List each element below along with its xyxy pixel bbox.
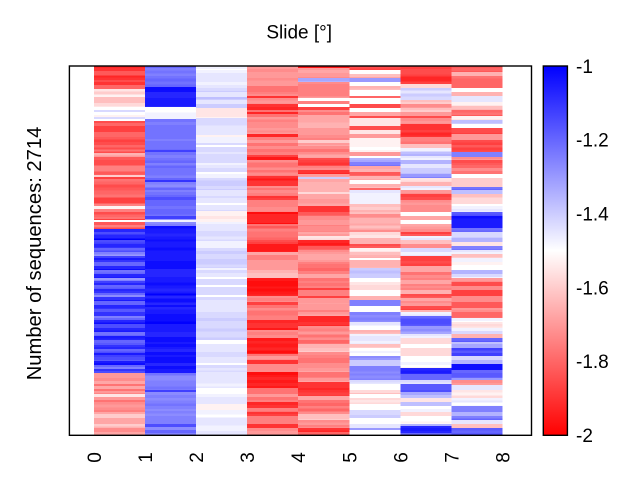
- svg-text:-1.6: -1.6: [576, 278, 609, 299]
- svg-text:0: 0: [85, 452, 106, 463]
- svg-text:5: 5: [340, 452, 361, 463]
- svg-text:Slide [°]: Slide [°]: [266, 22, 332, 43]
- svg-text:-1.8: -1.8: [576, 352, 609, 373]
- svg-text:3: 3: [238, 452, 259, 463]
- svg-text:1: 1: [136, 452, 157, 463]
- svg-text:4: 4: [289, 452, 310, 463]
- svg-text:-2: -2: [576, 426, 593, 447]
- svg-text:Number of sequences: 2714: Number of sequences: 2714: [24, 127, 46, 381]
- svg-text:6: 6: [391, 452, 412, 463]
- svg-text:8: 8: [494, 452, 515, 463]
- svg-text:2: 2: [187, 452, 208, 463]
- svg-text:7: 7: [442, 452, 463, 463]
- svg-text:-1.2: -1.2: [576, 131, 609, 152]
- svg-text:-1: -1: [576, 57, 593, 78]
- svg-text:-1.4: -1.4: [576, 205, 609, 226]
